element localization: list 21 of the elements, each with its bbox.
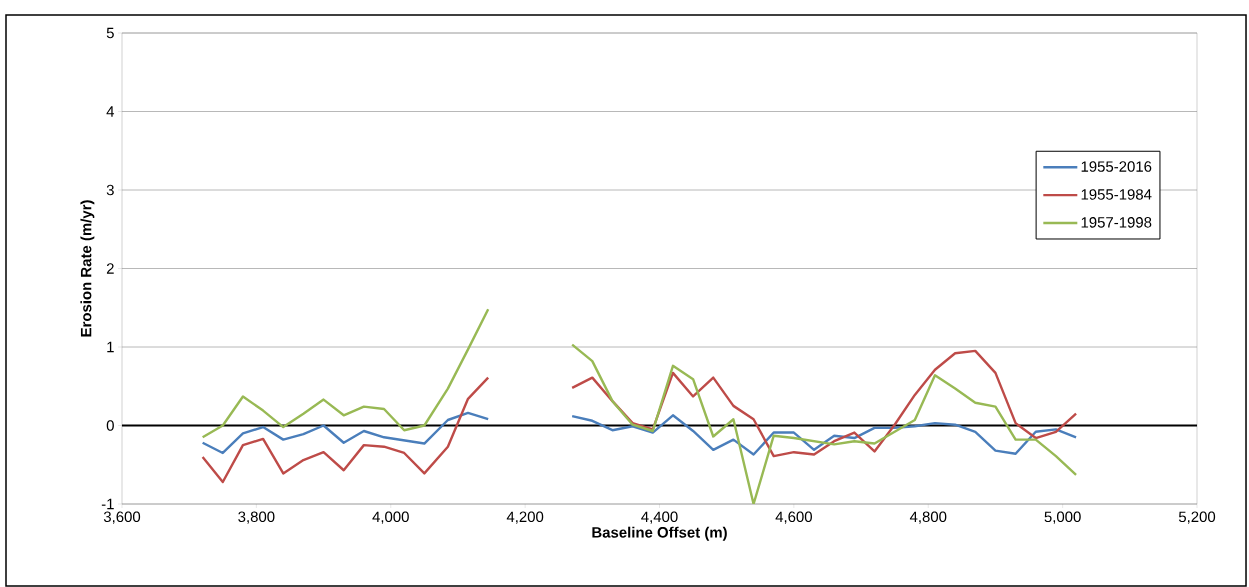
x-tick-label: 4,800 bbox=[909, 511, 947, 524]
x-tick-label: 4,400 bbox=[641, 511, 678, 524]
y-tick-label: 0 bbox=[106, 420, 114, 431]
x-tick-label: 5,200 bbox=[1178, 511, 1216, 524]
y-tick-label: 3 bbox=[106, 184, 114, 196]
x-tick-label: 5,000 bbox=[1044, 511, 1081, 524]
x-tick-label: 3,600 bbox=[103, 511, 141, 524]
legend-label: 1957-1998 bbox=[1081, 217, 1152, 228]
y-tick-label: 5 bbox=[106, 27, 114, 39]
x-tick-label: 4,200 bbox=[506, 511, 544, 524]
y-axis-title: Erosion Rate (m/yr) bbox=[80, 200, 95, 337]
y-tick-label: -1 bbox=[101, 498, 114, 510]
y-tick-label: 1 bbox=[107, 341, 114, 353]
x-axis-title: Baseline Offset (m) bbox=[592, 526, 727, 541]
x-tick-label: 4,000 bbox=[372, 511, 409, 524]
x-tick-label: 3,800 bbox=[238, 511, 275, 524]
x-tick-label: 4,600 bbox=[775, 511, 812, 524]
y-tick-label: 2 bbox=[106, 263, 114, 274]
legend-label: 1955-2016 bbox=[1081, 161, 1152, 172]
y-tick-label: 4 bbox=[106, 106, 115, 117]
legend-label: 1955-1984 bbox=[1081, 189, 1152, 200]
